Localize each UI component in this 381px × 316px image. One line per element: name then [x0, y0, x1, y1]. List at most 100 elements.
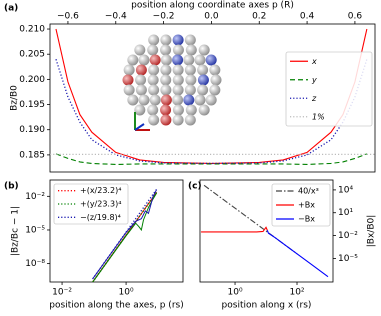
molecule-inset: [122, 34, 222, 126]
molecule-atom: [172, 34, 184, 46]
molecule-atom: [147, 44, 159, 56]
molecule-atom: [184, 84, 196, 96]
molecule-atom: [148, 114, 160, 126]
molecule-atom: [127, 94, 139, 106]
x-tick-label: −0.2: [153, 12, 175, 22]
y-tick-label: 0.210: [19, 25, 45, 35]
x-tick-label: 0.6: [348, 12, 363, 22]
molecule-atom: [127, 54, 139, 66]
molecule-atom: [194, 54, 206, 66]
molecule-atom: [160, 74, 172, 86]
molecule-atom: [209, 64, 221, 76]
legend-label: +(y/23.3)⁴: [80, 200, 121, 209]
y-axis-label: |Bz/Bc − 1|: [11, 206, 21, 256]
x-axis-label: position along coordinate axes p (R): [131, 1, 294, 11]
panel-label: (a): [4, 4, 18, 14]
plot-frame: [49, 179, 184, 283]
molecule-atom: [160, 104, 172, 116]
molecule-atom: [135, 64, 147, 76]
legend-label: −(z/19.8)⁴: [80, 213, 121, 222]
molecule-atom: [134, 44, 146, 56]
molecule-atom: [160, 84, 172, 96]
x-tick-label: 0.2: [252, 12, 266, 22]
legend-box: [53, 183, 129, 225]
molecule-atom: [194, 94, 206, 106]
molecule-atom: [172, 74, 184, 86]
legend-label: +(x/23.2)⁴: [80, 186, 121, 195]
x-tick-label: 10⁰: [119, 288, 134, 298]
y-tick-label: 10⁴: [338, 185, 353, 195]
legend-label: +Bx: [298, 201, 315, 210]
molecule-atom: [138, 54, 150, 66]
molecule-atom: [160, 34, 172, 46]
molecule-atom: [197, 74, 209, 86]
y-tick-label: 10⁻²: [25, 192, 45, 202]
molecule-atom: [172, 84, 184, 96]
molecule-atom: [149, 54, 161, 66]
x-axis-label: position along the axes, p (rs): [49, 301, 183, 311]
y-axis-label: |Bx/B0|: [367, 215, 377, 248]
x-tick-label: −0.6: [57, 12, 79, 22]
molecule-atom: [185, 44, 197, 56]
y-tick-label: 10¹: [338, 208, 353, 218]
molecule-atom: [135, 74, 147, 86]
data-line: [92, 188, 158, 280]
molecule-atom: [160, 64, 172, 76]
panel-label: (b): [4, 182, 19, 192]
molecule-atom: [123, 64, 135, 76]
molecule-atom: [149, 94, 161, 106]
x-tick-label: 0.0: [204, 12, 219, 22]
x-tick-label: 10²: [289, 288, 304, 298]
data-line: [266, 230, 329, 278]
molecule-atom: [198, 44, 210, 56]
molecule-atom: [160, 54, 172, 66]
y-tick-label: 10⁻⁸: [25, 259, 45, 269]
molecule-atom: [184, 64, 196, 76]
legend-label: x: [311, 57, 317, 66]
molecule-atom: [138, 94, 150, 106]
data-line: [55, 153, 368, 166]
y-tick-label: 10⁻⁵: [338, 254, 358, 264]
x-tick-label: 0.4: [300, 12, 315, 22]
molecule-atom: [160, 94, 172, 106]
molecule-atom: [148, 34, 160, 46]
data-line: [92, 189, 158, 280]
y-tick-label: 0.190: [19, 125, 45, 135]
y-tick-label: 0.205: [19, 50, 45, 60]
molecule-atom: [184, 34, 196, 46]
legend-box: [285, 51, 373, 127]
legend-label: −Bx: [298, 215, 315, 224]
molecule-atom: [172, 44, 184, 56]
molecule-atom: [210, 74, 222, 86]
x-tick-label: 10⁰: [228, 288, 243, 298]
axis-triad: [134, 112, 150, 131]
y-tick-label: 0.200: [19, 75, 45, 85]
molecule-atom: [160, 44, 172, 56]
y-tick-label: 10⁻⁵: [25, 225, 45, 235]
legend-box: [271, 183, 331, 227]
data-line: [55, 59, 368, 165]
molecule-atom: [147, 104, 159, 116]
molecule-atom: [183, 94, 195, 106]
y-axis-label: Bz/B0: [10, 85, 20, 111]
plot-frame: [199, 179, 334, 283]
molecule-atom: [122, 74, 134, 86]
molecule-atom: [197, 64, 209, 76]
molecule-atom: [185, 104, 197, 116]
legend-label: 40/x³: [298, 187, 319, 196]
molecule-atom: [198, 104, 210, 116]
molecule-atom: [205, 94, 217, 106]
molecule-atom: [172, 104, 184, 116]
panel-label: (c): [188, 182, 202, 192]
legend-label: z: [311, 94, 317, 103]
molecule-atom: [183, 54, 195, 66]
x-tick-label: 10⁻²: [52, 288, 72, 298]
molecule-atom: [209, 84, 221, 96]
molecule-atom: [172, 54, 184, 66]
molecule-atom: [172, 64, 184, 76]
data-line: [92, 192, 158, 282]
molecule-atom: [184, 114, 196, 126]
molecule-atom: [172, 94, 184, 106]
molecule-atom: [197, 84, 209, 96]
